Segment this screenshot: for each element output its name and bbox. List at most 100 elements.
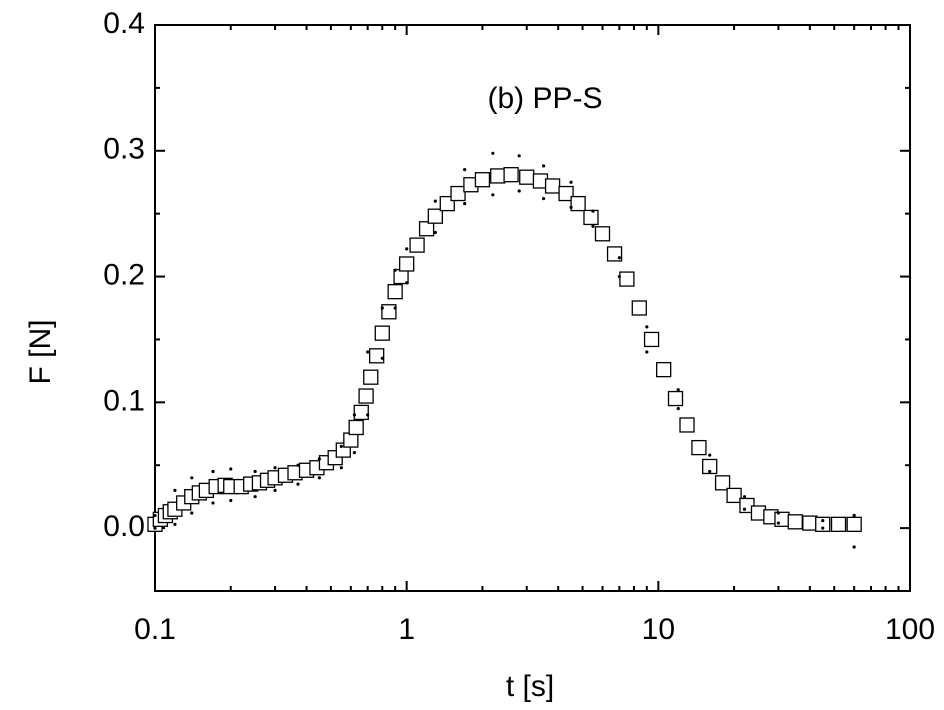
data-point — [846, 516, 862, 532]
data-point — [544, 178, 561, 194]
data-point — [369, 348, 385, 364]
data-dot — [541, 164, 546, 168]
data-dot — [491, 193, 495, 197]
data-dot — [569, 180, 573, 184]
data-point — [381, 304, 397, 320]
data-dot — [591, 224, 595, 228]
data-point — [399, 256, 415, 272]
data-dot — [676, 388, 680, 392]
data-dot — [380, 356, 384, 360]
data-dot — [676, 407, 680, 411]
data-dot — [405, 281, 409, 285]
data-dot — [273, 488, 277, 492]
data-dot — [211, 469, 215, 474]
data-dot — [852, 513, 856, 518]
data-dot — [253, 495, 257, 499]
data-dot — [317, 457, 321, 461]
data-point — [374, 325, 390, 341]
data-dot — [273, 466, 277, 470]
data-dot — [366, 413, 370, 417]
data-point — [702, 458, 718, 475]
data-point — [570, 195, 586, 212]
data-point — [348, 419, 364, 436]
data-point — [474, 172, 491, 188]
data-dot — [173, 488, 177, 492]
data-dot — [433, 230, 437, 235]
data-dot — [852, 545, 856, 549]
data-point — [418, 221, 435, 237]
x-tick-label: 1 — [398, 613, 415, 646]
x-tick-label: 10 — [642, 613, 675, 646]
data-dot — [393, 306, 397, 310]
data-point — [558, 185, 574, 202]
data-dot — [776, 521, 781, 525]
data-dot — [153, 526, 157, 530]
data-dot — [211, 501, 215, 505]
data-point — [409, 237, 425, 253]
data-dot — [352, 451, 357, 455]
data-point — [519, 169, 535, 185]
data-point — [802, 515, 818, 531]
data-dot — [821, 518, 825, 523]
data-point — [774, 511, 790, 527]
data-point — [830, 516, 847, 532]
data-dot — [173, 522, 177, 526]
annotation: (b) PP-S — [487, 82, 602, 115]
data-dot — [393, 268, 397, 272]
y-tick-label: 0.2 — [103, 258, 145, 291]
data-dot — [742, 507, 747, 511]
data-dot — [317, 476, 321, 480]
data-dot — [463, 202, 467, 206]
data-dot — [366, 350, 370, 354]
data-dot — [491, 151, 495, 155]
x-tick-label: 0.1 — [134, 613, 176, 646]
data-dot — [821, 526, 825, 530]
data-dot — [380, 306, 384, 310]
data-point — [353, 404, 369, 421]
y-tick-label: 0.4 — [103, 7, 145, 40]
data-point — [656, 361, 672, 378]
data-point — [619, 271, 635, 287]
data-dot — [190, 511, 194, 515]
y-tick-label: 0.0 — [103, 510, 145, 543]
y-axis-label: F [N] — [24, 320, 57, 385]
data-point — [363, 369, 379, 385]
data-dot — [517, 189, 521, 193]
data-dot — [405, 247, 409, 251]
data-dot — [339, 466, 343, 470]
data-dot — [190, 476, 194, 480]
data-dot — [645, 325, 649, 329]
data-dot — [253, 469, 257, 474]
data-dot — [153, 513, 157, 518]
data-point — [691, 439, 707, 456]
data-point — [583, 209, 599, 226]
y-tick-label: 0.3 — [103, 133, 145, 166]
data-dot — [339, 444, 343, 448]
data-point — [631, 300, 647, 316]
data-point — [714, 475, 731, 491]
data-point — [358, 388, 374, 404]
data-point — [787, 514, 803, 530]
data-dot — [591, 209, 595, 213]
data-dot — [296, 463, 300, 467]
data-dot — [645, 350, 649, 354]
data-point — [815, 516, 831, 532]
data-dot — [708, 469, 712, 474]
data-point — [503, 167, 519, 183]
data-dot — [296, 482, 300, 486]
data-point — [667, 390, 684, 407]
data-point — [726, 487, 742, 504]
data-point — [643, 331, 660, 348]
data-dot — [463, 168, 467, 172]
data-point — [343, 432, 359, 448]
data-dot — [352, 413, 357, 417]
data-point — [594, 226, 611, 242]
data-dot — [517, 154, 521, 158]
data-point — [450, 185, 466, 202]
plot-frame — [154, 24, 911, 592]
data-dot — [617, 274, 621, 279]
data-dot — [776, 511, 781, 515]
data-point — [427, 208, 443, 224]
data-dot — [229, 467, 233, 471]
